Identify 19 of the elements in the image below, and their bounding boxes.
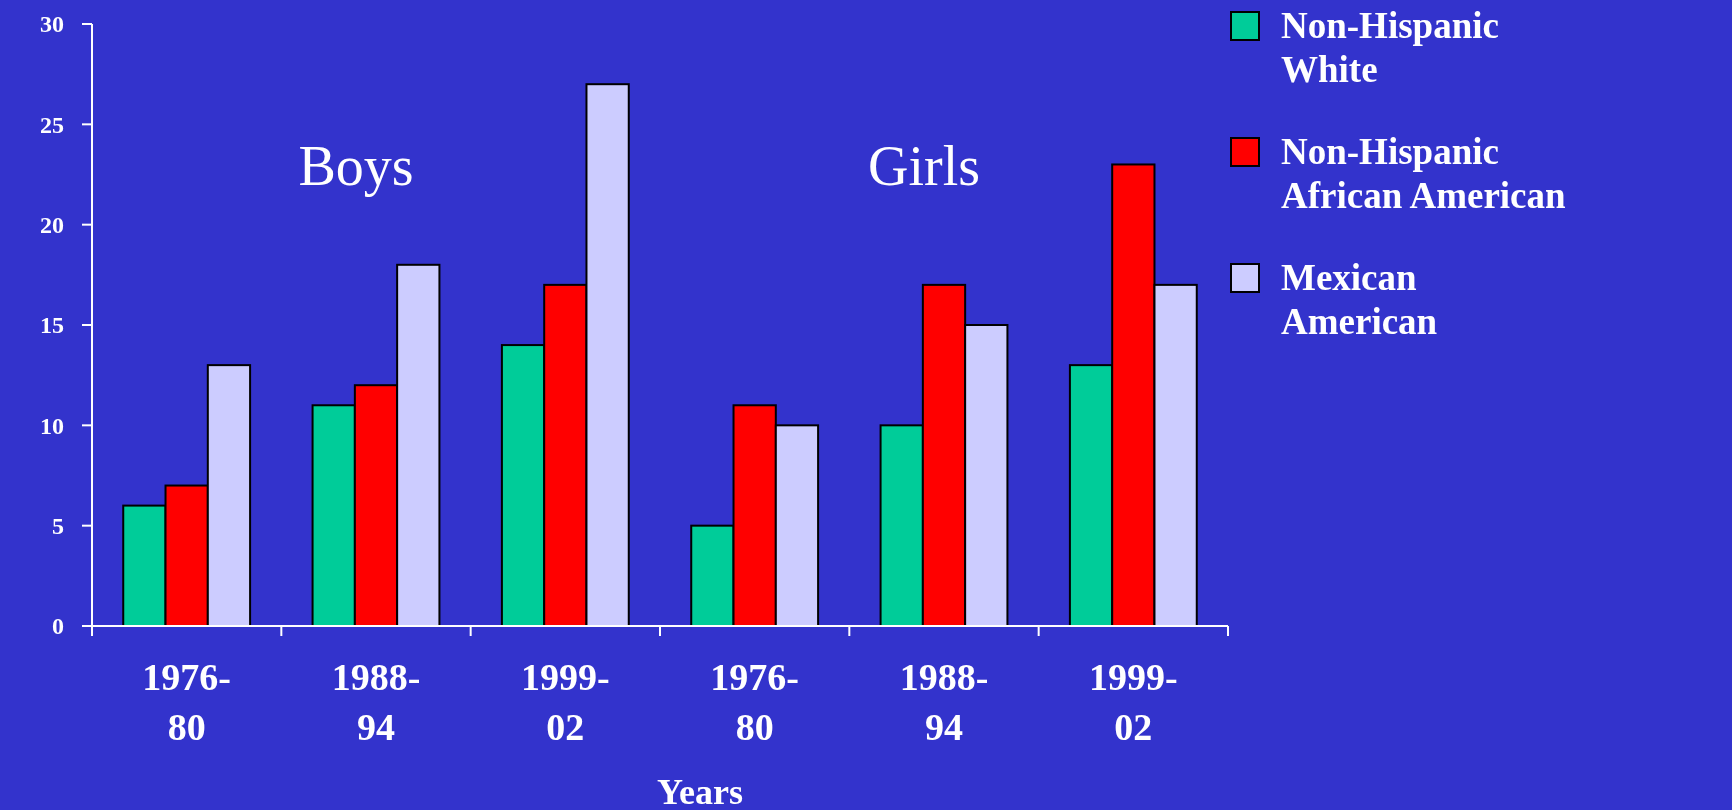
legend-label: Mexican American [1281,257,1438,342]
y-tick-label: 30 [40,11,64,38]
x-tick-label: 1976-80 [142,656,231,748]
y-tick-label: 25 [40,111,64,138]
legend-label: Non-Hispanic White [1281,5,1499,90]
annotation: Girls [868,134,980,197]
y-tick-label: 20 [40,212,64,239]
x-tick-label: 1976-80 [710,656,799,748]
x-tick-label: 1999-02 [521,656,610,748]
x-tick-label: 1988-94 [331,656,421,748]
x-tick-label: 1988-94 [899,656,989,748]
y-tick-label: 10 [40,412,64,439]
x-tick-label: 1999-02 [1089,656,1178,748]
x-axis-title: Years [657,772,743,810]
y-tick-label: 0 [52,613,64,640]
y-tick-label: 5 [52,513,64,540]
annotation: Boys [298,134,414,197]
legend-label: Non-Hispanic African American [1281,131,1567,216]
y-tick-label: 15 [40,312,64,339]
